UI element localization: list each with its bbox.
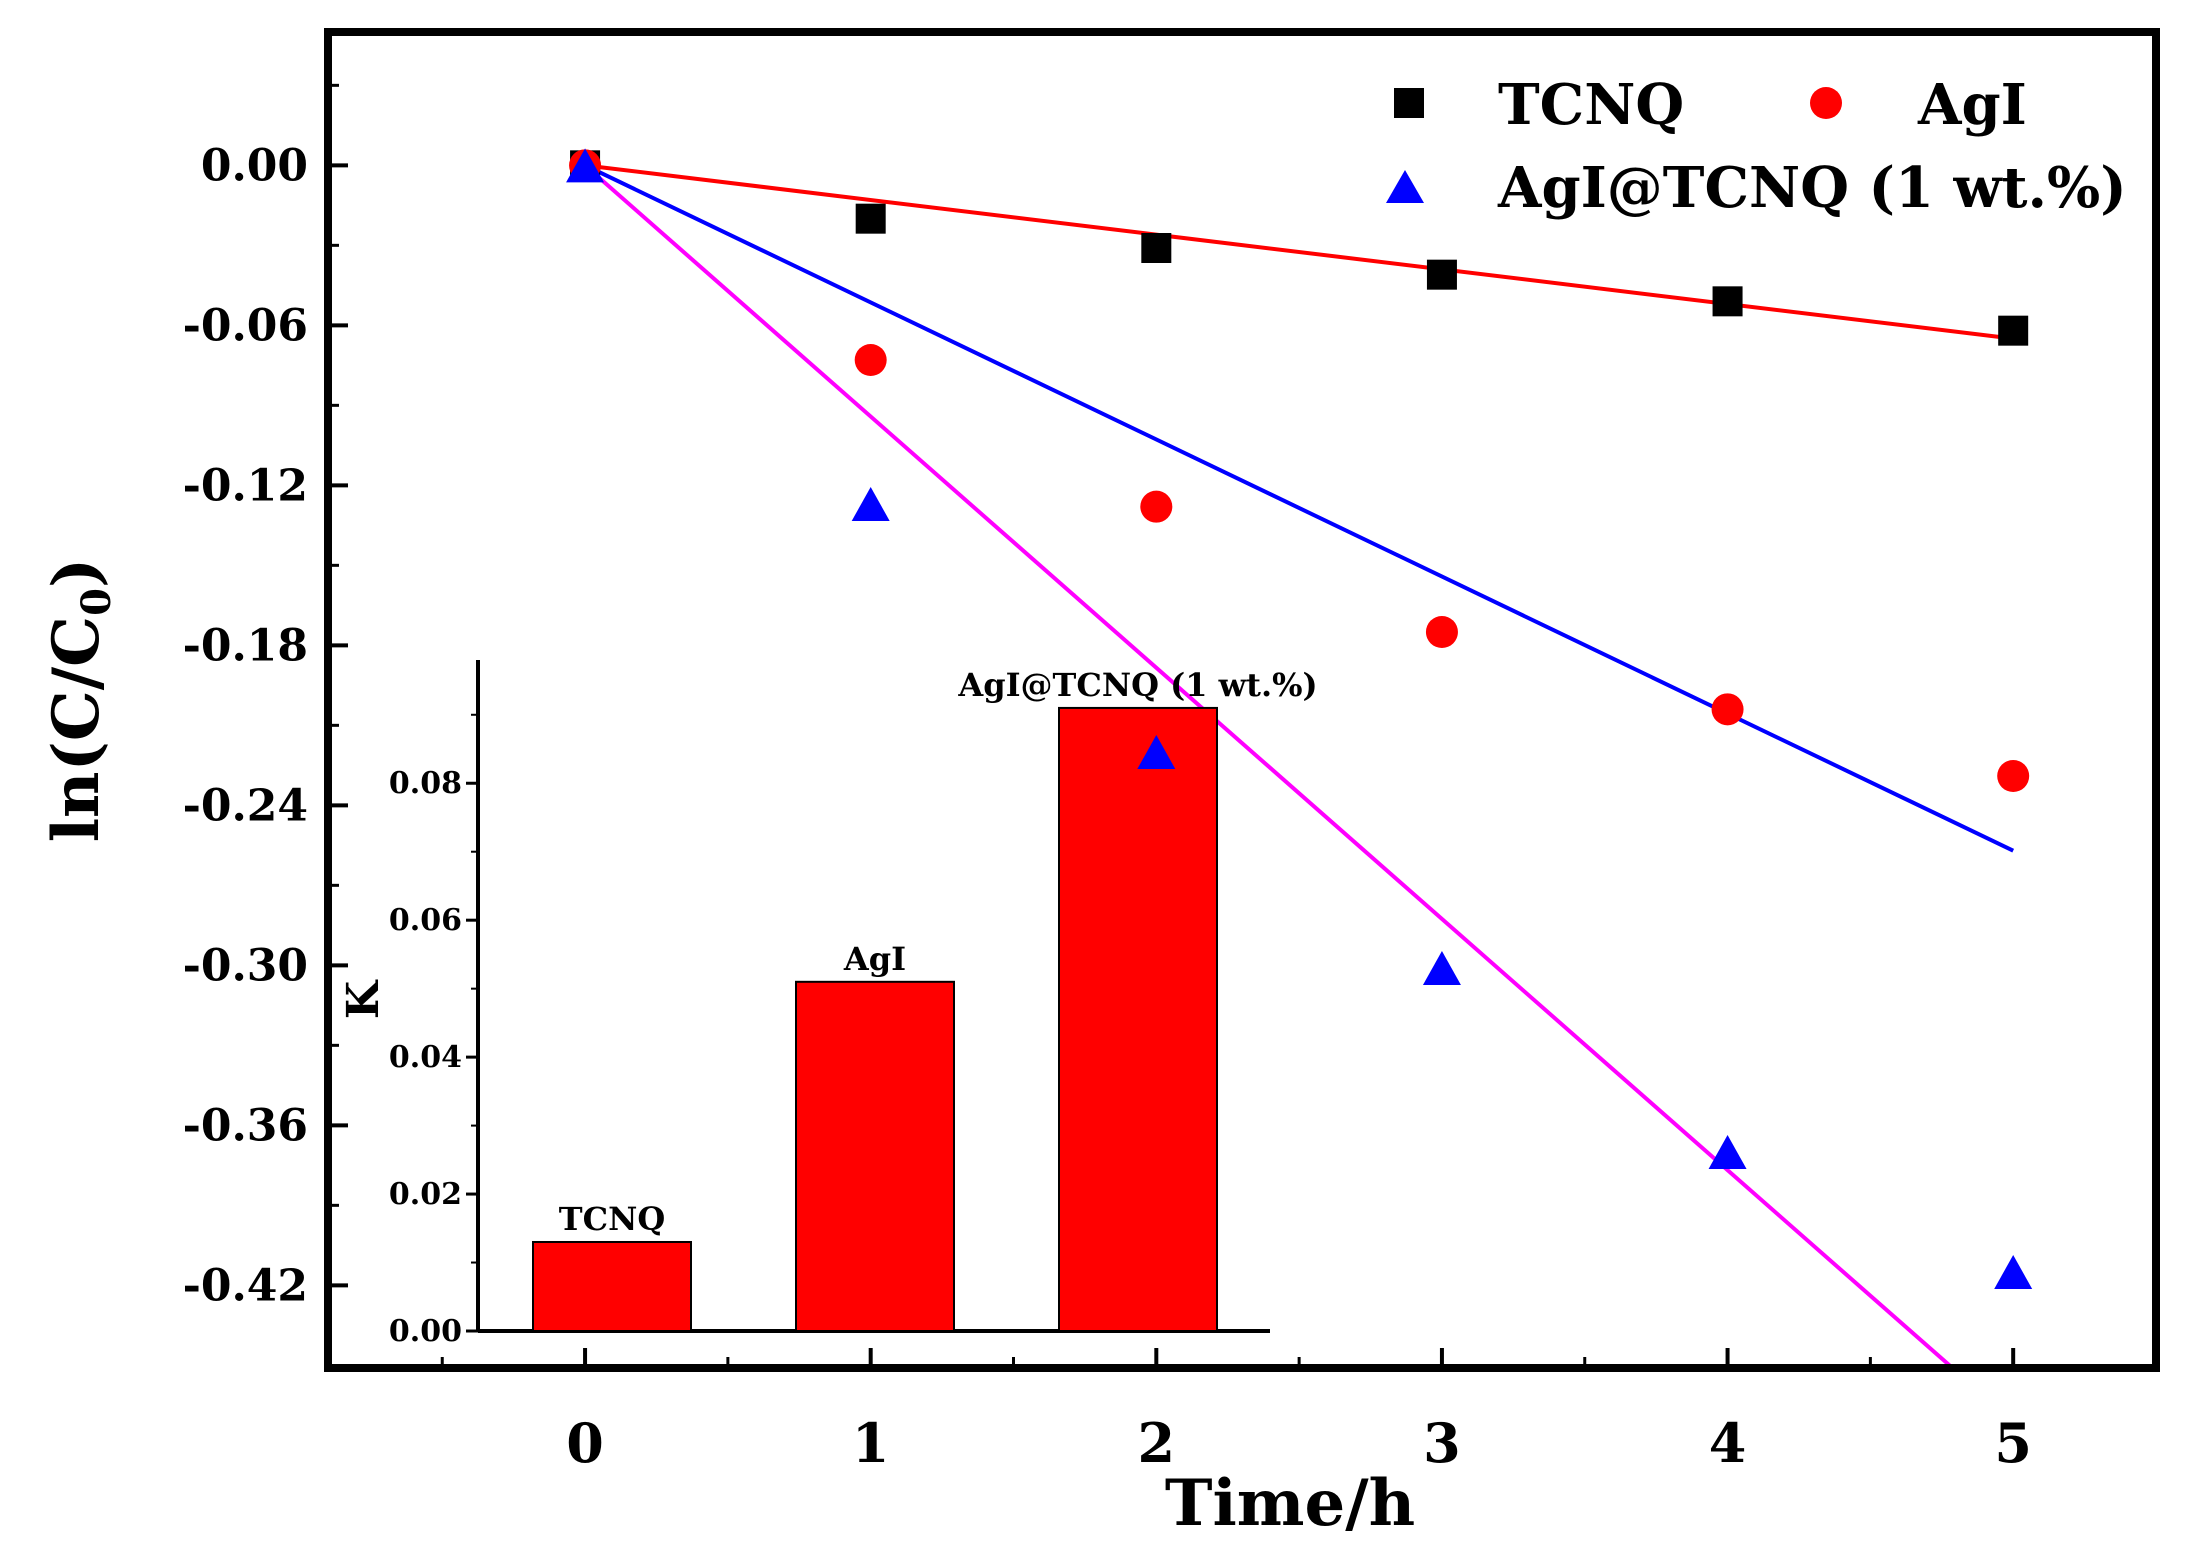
data-point-agi-tcnq-1-wt	[1994, 1255, 2033, 1289]
y-tick-label: -0.12	[183, 460, 308, 511]
x-tick-label: 2	[1138, 1411, 1176, 1475]
x-tick-label: 4	[1709, 1411, 1747, 1475]
data-point-agi-tcnq-1-wt	[1708, 1135, 1747, 1169]
data-point-agi-tcnq-1-wt	[1137, 735, 1176, 769]
data-point-agi	[1711, 693, 1744, 726]
fit-line-agi	[584, 163, 2015, 853]
legend-label-agi-tcnq: AgI@TCNQ (1 wt.%)	[1497, 155, 2127, 221]
inset-bar-agi-tcnq-1-wt	[1058, 706, 1218, 1332]
x-tick-label: 1	[852, 1411, 890, 1475]
y-tick-label: -0.06	[183, 300, 308, 351]
y-tick-label: -0.30	[183, 940, 308, 991]
y-tick-label: -0.24	[183, 780, 308, 831]
inset-bar-agi	[795, 980, 955, 1333]
inset-bar-label: AgI@TCNQ (1 wt.%)	[957, 666, 1317, 704]
inset-bar-chart: 0.00 0.02 0.04 0.06 0.08 TCNQ AgI AgI@TCNQ (1 …	[338, 660, 1318, 1349]
x-axis-ticks: 0 1 2 3 4 5	[440, 1348, 2032, 1475]
legend-label-tcnq: TCNQ	[1498, 72, 1684, 138]
inset-bar-label: TCNQ	[559, 1200, 665, 1238]
y-axis-title-close: )	[39, 558, 114, 588]
data-point-agi	[1140, 490, 1173, 523]
inset-bar-tcnq	[532, 1240, 692, 1332]
legend: TCNQ AgI AgI@TCNQ (1 wt.%)	[1386, 72, 2127, 221]
legend-marker-agi-tcnq	[1386, 170, 1424, 203]
y-tick-label: -0.42	[183, 1260, 308, 1311]
inset-tick-label: 0.00	[389, 1314, 462, 1349]
y-tick-label: -0.36	[183, 1100, 308, 1151]
inset-bar-label: AgI	[843, 940, 906, 978]
inset-bars: TCNQ AgI AgI@TCNQ (1 wt.%)	[532, 666, 1318, 1333]
data-point-agi	[1997, 760, 2030, 792]
y-axis-title: ln(C/C0)	[39, 558, 120, 843]
y-axis-ticks: 0.00 -0.06 -0.12 -0.18 -0.24 -0.30 -0.36 -0.42	[183, 83, 348, 1311]
data-point-tcnq	[855, 203, 886, 234]
legend-marker-tcnq	[1394, 88, 1424, 118]
y-axis-title-main: ln(C/C	[39, 616, 114, 842]
inset-y-ticks: 0.00 0.02 0.04 0.06 0.08	[389, 713, 478, 1349]
fit-lines	[583, 163, 2015, 1364]
data-point-agi	[854, 344, 887, 376]
fit-line-tcnq	[584, 163, 2014, 341]
inset-tick-label: 0.06	[389, 903, 462, 938]
data-point-agi-tcnq-1-wt	[1422, 951, 1461, 985]
data-point-tcnq	[1998, 315, 2029, 346]
inset-tick-label: 0.02	[389, 1177, 462, 1212]
inset-tick-label: 0.08	[389, 766, 462, 801]
y-tick-label: 0.00	[201, 140, 308, 191]
y-axis-title-subscript: 0	[73, 588, 120, 616]
legend-label-agi: AgI	[1917, 72, 2027, 138]
y-tick-label: -0.18	[183, 620, 308, 671]
x-tick-label: 0	[566, 1411, 604, 1475]
data-point-tcnq	[1712, 286, 1743, 317]
legend-marker-agi	[1810, 87, 1842, 119]
inset-tick-label: 0.04	[389, 1040, 462, 1075]
data-point-agi-tcnq-1-wt	[566, 148, 605, 183]
data-markers	[566, 148, 2033, 1289]
fit-line-agi-tcnq-1-wt	[583, 163, 1952, 1364]
data-point-agi-tcnq-1-wt	[851, 487, 890, 521]
inset-y-label: K	[338, 979, 389, 1019]
data-point-tcnq	[1426, 259, 1457, 290]
data-point-tcnq	[1141, 233, 1172, 263]
x-axis-title: Time/h	[1165, 1466, 1415, 1541]
x-tick-label: 3	[1423, 1411, 1461, 1475]
data-point-agi	[1425, 616, 1458, 648]
x-tick-label: 5	[1994, 1411, 2032, 1475]
plot-frame	[324, 28, 2160, 1372]
